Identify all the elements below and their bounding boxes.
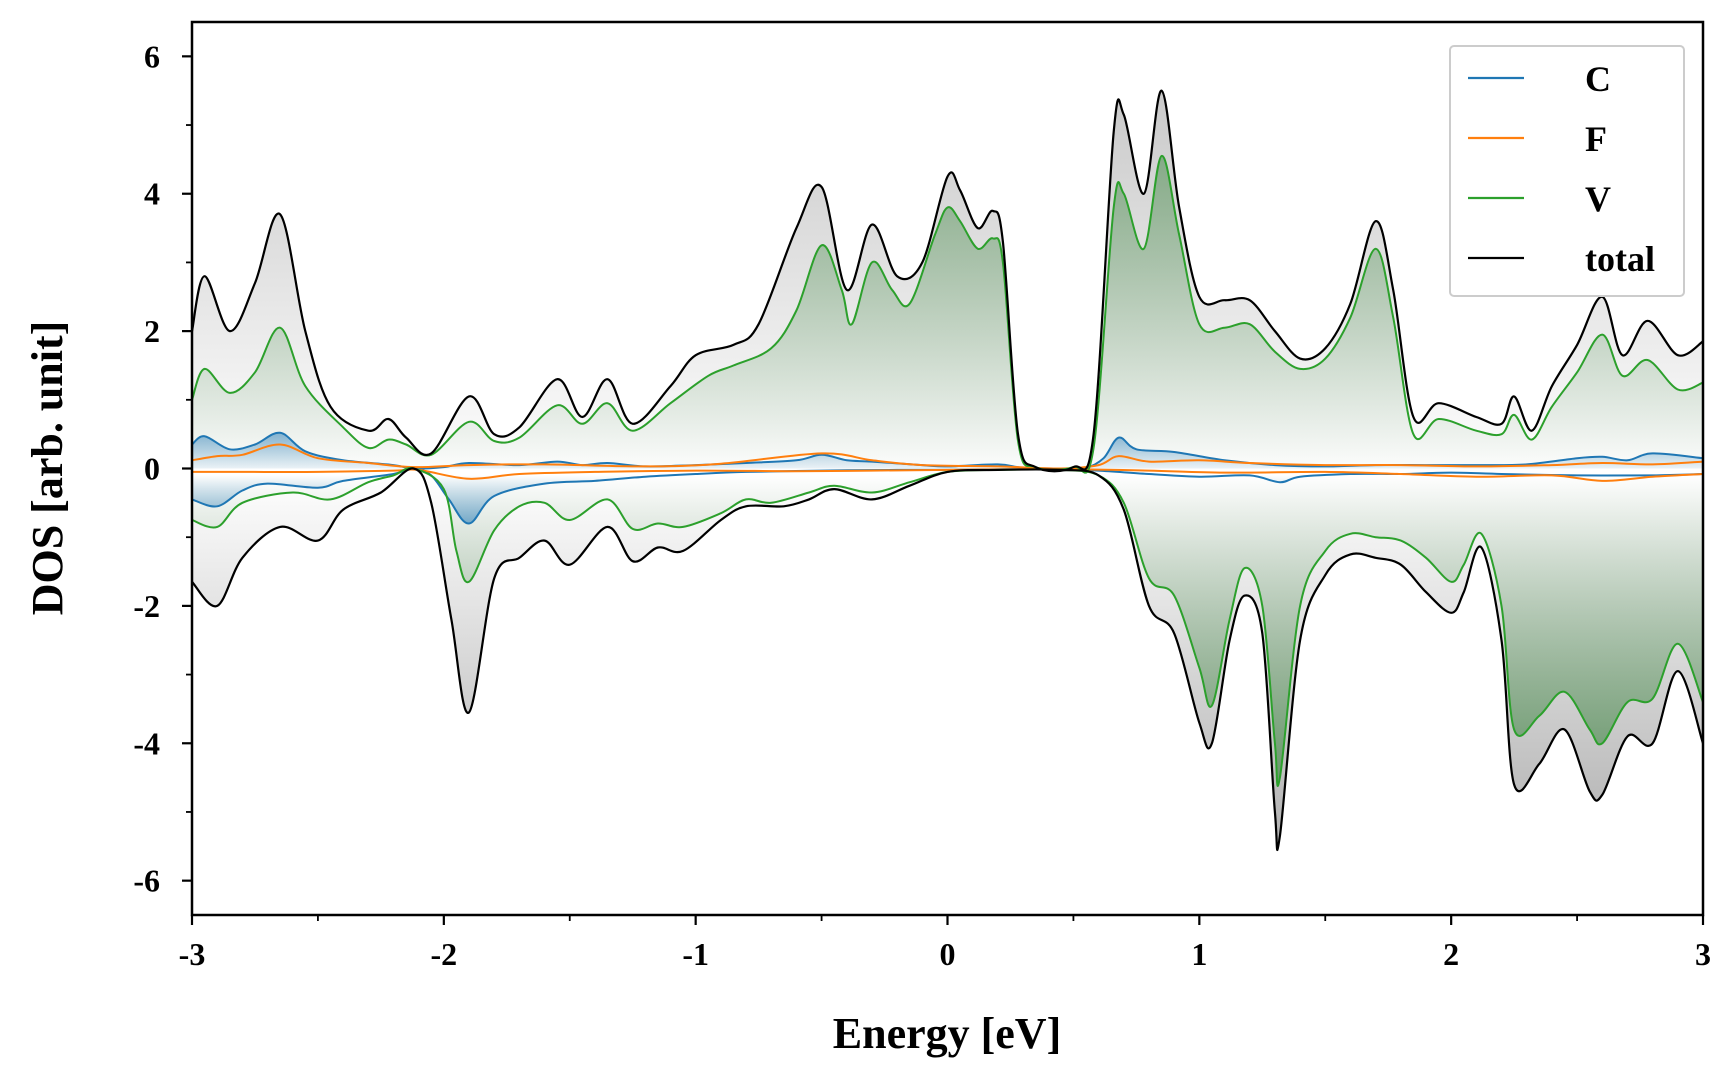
x-tick-label: 1	[1191, 936, 1207, 972]
legend-label: F	[1585, 119, 1607, 159]
x-tick-label: -2	[431, 936, 458, 972]
line-v-down	[192, 467, 1703, 787]
y-tick-label: 4	[144, 176, 160, 212]
y-tick-label: 2	[144, 313, 160, 349]
legend-label: C	[1585, 59, 1611, 99]
legend-item-c: C	[1468, 59, 1611, 99]
legend-label: total	[1585, 239, 1655, 279]
y-tick-label: 6	[144, 38, 160, 74]
x-axis-title: Energy [eV]	[833, 1009, 1062, 1058]
x-tick-label: -3	[179, 936, 206, 972]
y-tick-label: -6	[133, 863, 160, 899]
y-axis-title: DOS [arb. unit]	[23, 321, 72, 616]
legend-box	[1449, 45, 1685, 297]
y-tick-label: -4	[133, 725, 160, 761]
dos-lines	[192, 89, 1703, 851]
line-total-up	[192, 89, 1703, 473]
legend-item-v: V	[1468, 179, 1611, 219]
fill-v-down	[192, 468, 1703, 786]
fill-v-up	[192, 155, 1703, 473]
legend-item-total: total	[1468, 239, 1655, 279]
x-tick-label: -1	[682, 936, 709, 972]
fill-c-down	[192, 468, 1703, 524]
line-v-up	[192, 154, 1703, 474]
y-tick-label: 0	[144, 451, 160, 487]
y-tick-label: -2	[133, 588, 160, 624]
x-tick-label: 2	[1443, 936, 1459, 972]
legend-label: V	[1585, 179, 1611, 219]
x-tick-label: 0	[940, 936, 956, 972]
legend-item-f: F	[1468, 119, 1607, 159]
line-total-down	[192, 467, 1703, 851]
line-f-up	[192, 443, 1703, 470]
axis-ticks: -3 -2 -1 0 1 2 3 -6 -4 -2 0 2 4 6	[133, 38, 1711, 972]
x-tick-label: 3	[1695, 936, 1711, 972]
